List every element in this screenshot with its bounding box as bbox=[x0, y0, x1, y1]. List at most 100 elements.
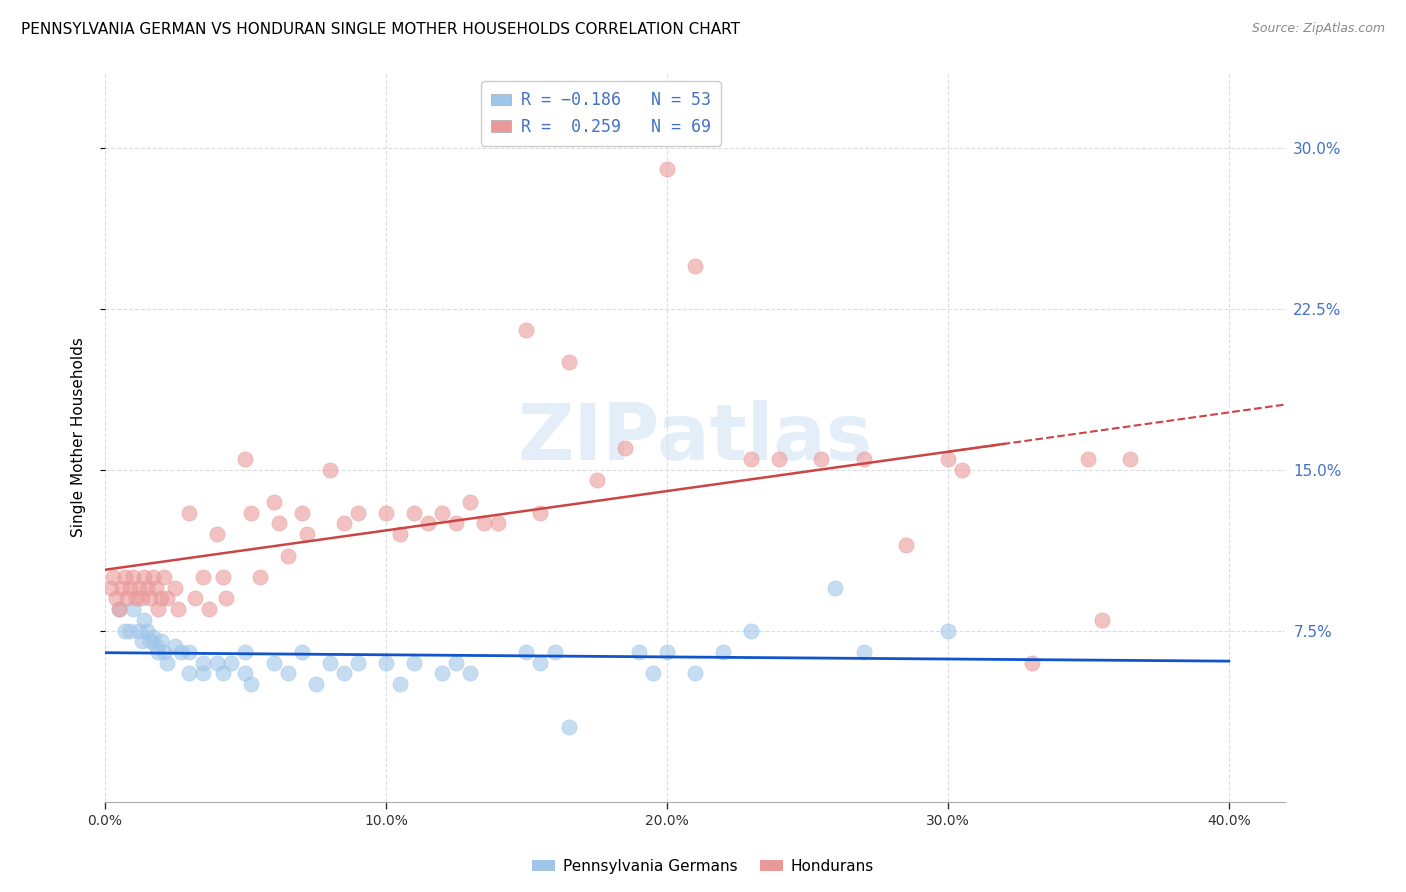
Point bbox=[374, 506, 396, 520]
Point bbox=[207, 527, 229, 541]
Point bbox=[852, 452, 875, 467]
Point bbox=[142, 570, 165, 584]
Legend: Pennsylvania Germans, Hondurans: Pennsylvania Germans, Hondurans bbox=[526, 853, 880, 880]
Point bbox=[153, 570, 176, 584]
Point bbox=[134, 613, 156, 627]
Point bbox=[240, 677, 263, 691]
Point bbox=[291, 506, 314, 520]
Point bbox=[740, 624, 762, 638]
Point bbox=[131, 591, 153, 606]
Point bbox=[156, 656, 179, 670]
Point bbox=[347, 656, 370, 670]
Point bbox=[221, 656, 243, 670]
Point bbox=[179, 666, 201, 681]
Point bbox=[711, 645, 734, 659]
Point bbox=[388, 527, 411, 541]
Point bbox=[641, 666, 664, 681]
Point bbox=[128, 624, 150, 638]
Point bbox=[585, 474, 607, 488]
Point bbox=[458, 495, 481, 509]
Point bbox=[529, 656, 551, 670]
Point bbox=[458, 666, 481, 681]
Point bbox=[122, 570, 145, 584]
Point bbox=[215, 591, 238, 606]
Point bbox=[319, 463, 342, 477]
Point bbox=[263, 495, 285, 509]
Point bbox=[117, 591, 139, 606]
Point bbox=[165, 639, 187, 653]
Point bbox=[305, 677, 328, 691]
Point bbox=[515, 645, 537, 659]
Point bbox=[430, 666, 453, 681]
Point bbox=[472, 516, 495, 531]
Point bbox=[235, 452, 257, 467]
Point bbox=[319, 656, 342, 670]
Point bbox=[235, 645, 257, 659]
Point bbox=[145, 581, 167, 595]
Point bbox=[120, 624, 142, 638]
Point bbox=[374, 656, 396, 670]
Point bbox=[557, 355, 579, 369]
Point bbox=[277, 666, 299, 681]
Point bbox=[103, 570, 125, 584]
Point bbox=[627, 645, 650, 659]
Point bbox=[543, 645, 565, 659]
Point bbox=[153, 645, 176, 659]
Point bbox=[212, 570, 235, 584]
Point bbox=[120, 581, 142, 595]
Point bbox=[108, 602, 131, 616]
Point bbox=[740, 452, 762, 467]
Point bbox=[145, 639, 167, 653]
Y-axis label: Single Mother Households: Single Mother Households bbox=[72, 337, 86, 538]
Point bbox=[347, 506, 370, 520]
Point bbox=[114, 570, 136, 584]
Point bbox=[240, 506, 263, 520]
Point bbox=[179, 506, 201, 520]
Point bbox=[557, 720, 579, 734]
Point bbox=[179, 645, 201, 659]
Point bbox=[150, 634, 173, 648]
Point bbox=[156, 591, 179, 606]
Point bbox=[430, 506, 453, 520]
Text: ZIPatlas: ZIPatlas bbox=[517, 400, 873, 475]
Point bbox=[198, 602, 221, 616]
Point bbox=[810, 452, 832, 467]
Point bbox=[193, 656, 215, 670]
Point bbox=[894, 538, 917, 552]
Point bbox=[114, 624, 136, 638]
Point bbox=[416, 516, 439, 531]
Point bbox=[333, 666, 356, 681]
Point bbox=[936, 624, 959, 638]
Point bbox=[249, 570, 271, 584]
Point bbox=[167, 602, 190, 616]
Point bbox=[148, 645, 170, 659]
Text: Source: ZipAtlas.com: Source: ZipAtlas.com bbox=[1251, 22, 1385, 36]
Point bbox=[388, 677, 411, 691]
Point bbox=[193, 570, 215, 584]
Point bbox=[108, 602, 131, 616]
Point bbox=[128, 581, 150, 595]
Point bbox=[269, 516, 291, 531]
Point bbox=[515, 323, 537, 337]
Point bbox=[529, 506, 551, 520]
Point bbox=[105, 591, 128, 606]
Point bbox=[136, 624, 159, 638]
Point bbox=[613, 442, 636, 456]
Point bbox=[136, 581, 159, 595]
Point bbox=[139, 591, 162, 606]
Point bbox=[125, 591, 148, 606]
Point bbox=[444, 656, 467, 670]
Point bbox=[111, 581, 134, 595]
Text: PENNSYLVANIA GERMAN VS HONDURAN SINGLE MOTHER HOUSEHOLDS CORRELATION CHART: PENNSYLVANIA GERMAN VS HONDURAN SINGLE M… bbox=[21, 22, 740, 37]
Point bbox=[444, 516, 467, 531]
Point bbox=[291, 645, 314, 659]
Point bbox=[170, 645, 193, 659]
Point bbox=[184, 591, 207, 606]
Point bbox=[1091, 613, 1114, 627]
Point bbox=[402, 656, 425, 670]
Point bbox=[402, 506, 425, 520]
Point bbox=[333, 516, 356, 531]
Point bbox=[297, 527, 319, 541]
Point bbox=[1021, 656, 1043, 670]
Point bbox=[936, 452, 959, 467]
